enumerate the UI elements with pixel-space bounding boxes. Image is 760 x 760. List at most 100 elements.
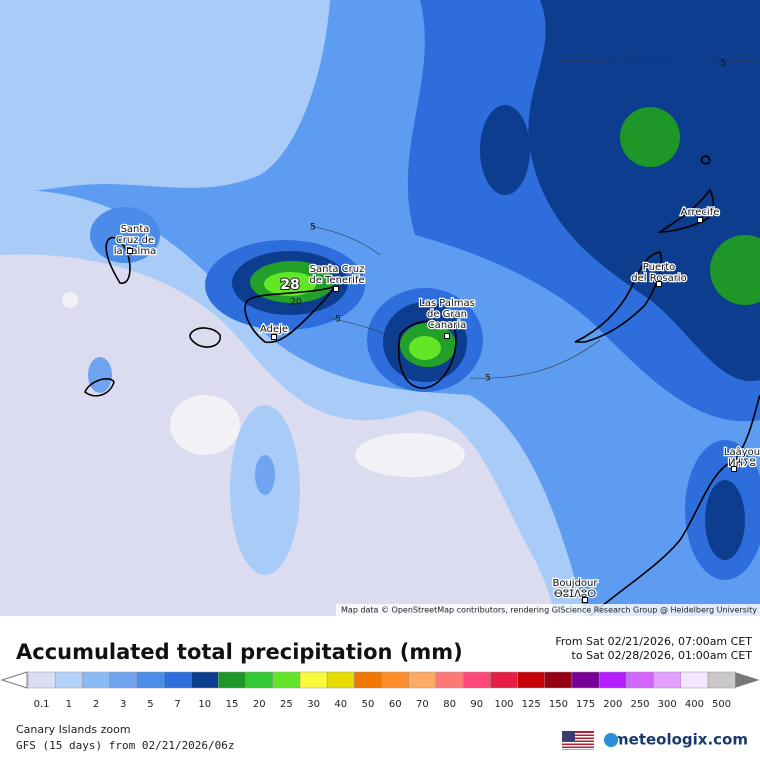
precip-area — [528, 0, 760, 382]
legend-swatch — [190, 671, 219, 689]
legend-swatch — [54, 671, 83, 689]
legend-swatch — [571, 671, 600, 689]
footer: Accumulated total precipitation (mm) From… — [0, 635, 760, 752]
legend-swatch — [381, 671, 410, 689]
legend-swatch — [653, 671, 682, 689]
flag-stripe — [562, 733, 594, 735]
legend-tick-label: 70 — [416, 699, 429, 710]
legend-tick-label: 300 — [658, 699, 677, 710]
precip-area — [710, 235, 760, 305]
precip-area — [255, 455, 275, 495]
attribution: Map data © OpenStreetMap contributors, r… — [341, 606, 757, 615]
legend-swatch — [680, 671, 709, 689]
precip-area — [170, 395, 240, 455]
legend-tick-label: 175 — [576, 699, 595, 710]
precip-area — [355, 433, 465, 477]
date-to: to Sat 02/28/2026, 01:00am CET — [572, 649, 753, 662]
attribution-bg — [336, 604, 760, 616]
contour-label: 5 — [310, 223, 316, 233]
legend-tick-label: 5 — [147, 699, 153, 710]
place-marker — [656, 281, 662, 287]
place-label: Arrecife — [681, 207, 720, 218]
legend-swatch — [462, 671, 491, 689]
place-label: Cruz de — [116, 235, 154, 246]
legend-tick-label: 10 — [198, 699, 211, 710]
legend-swatch — [544, 671, 573, 689]
contour-label: 20 — [290, 298, 302, 308]
legend-tick-label: 20 — [253, 699, 266, 710]
legend-swatch — [27, 671, 56, 689]
legend-tick-label: 100 — [494, 699, 513, 710]
place-marker — [444, 333, 450, 339]
place-label: Puerto — [643, 262, 676, 273]
place-label: Santa Cruz — [310, 264, 365, 275]
place-label: la Palma — [114, 246, 156, 257]
legend-swatch — [109, 671, 138, 689]
place-label: Adeje — [260, 324, 288, 335]
flag-canton — [562, 731, 575, 741]
legend-tick-label: 250 — [630, 699, 649, 710]
coastline — [700, 155, 711, 165]
place-marker — [731, 466, 737, 472]
precip-area — [264, 272, 316, 296]
legend-tick-label: 3 — [120, 699, 126, 710]
flag-stripe — [562, 739, 594, 741]
coastline — [84, 378, 115, 397]
legend-tick-label: 50 — [362, 699, 375, 710]
legend-swatch — [272, 671, 301, 689]
legend-tick-label: 80 — [443, 699, 456, 710]
brand: meteologix.com — [613, 731, 748, 749]
legend-swatch — [490, 671, 518, 689]
legend-swatch — [245, 671, 274, 689]
precip-area — [0, 0, 330, 195]
legend-tick-label: 0.1 — [34, 699, 50, 710]
legend-tick-label: 90 — [470, 699, 483, 710]
place-label: de Tenerife — [309, 275, 364, 286]
precip-area — [62, 292, 78, 308]
place-label: Las Palmas — [419, 298, 475, 309]
legend-swatch — [299, 671, 328, 689]
region: Canary Islands zoom — [16, 723, 131, 736]
legend-swatch — [136, 671, 165, 689]
coastline — [657, 188, 715, 233]
legend-swatch — [517, 671, 546, 689]
coastline — [398, 320, 457, 389]
place-marker — [127, 248, 133, 254]
coastline — [574, 251, 663, 343]
flag-stripe — [562, 745, 594, 747]
legend-tick-label: 15 — [226, 699, 239, 710]
legend-tick-label: 1 — [66, 699, 72, 710]
legend-arrow — [732, 671, 760, 689]
place-label: Canaria — [428, 320, 467, 331]
coastline — [244, 286, 335, 344]
contour-label: 5 — [335, 315, 341, 325]
precip-area — [620, 107, 680, 167]
place-label: Boujdour — [552, 578, 598, 589]
place-label: de Gran — [427, 309, 467, 320]
legend-tick-label: 30 — [307, 699, 320, 710]
legend-swatch — [163, 671, 192, 689]
legend-swatch — [218, 671, 246, 689]
legend-swatch — [408, 671, 437, 689]
coastline — [189, 327, 221, 348]
flag-stripe — [562, 742, 594, 744]
legend-tick-label: 25 — [280, 699, 293, 710]
place-marker — [697, 217, 703, 223]
precip-area — [88, 357, 112, 393]
precip-area — [90, 207, 160, 263]
legend-tick-label: 400 — [685, 699, 704, 710]
legend-swatch — [82, 671, 110, 689]
contour-label: 5 — [485, 374, 491, 384]
flag-stripe — [562, 736, 594, 738]
legend-tick-label: 200 — [603, 699, 622, 710]
place-label: del Rosario — [631, 273, 686, 284]
flag-stripe — [562, 748, 594, 750]
coastline — [105, 236, 131, 284]
contour-line — [309, 59, 760, 379]
legend-tick-label: 7 — [174, 699, 180, 710]
precip-area — [480, 105, 530, 195]
legend-swatch — [626, 671, 654, 689]
place-marker — [271, 334, 277, 340]
